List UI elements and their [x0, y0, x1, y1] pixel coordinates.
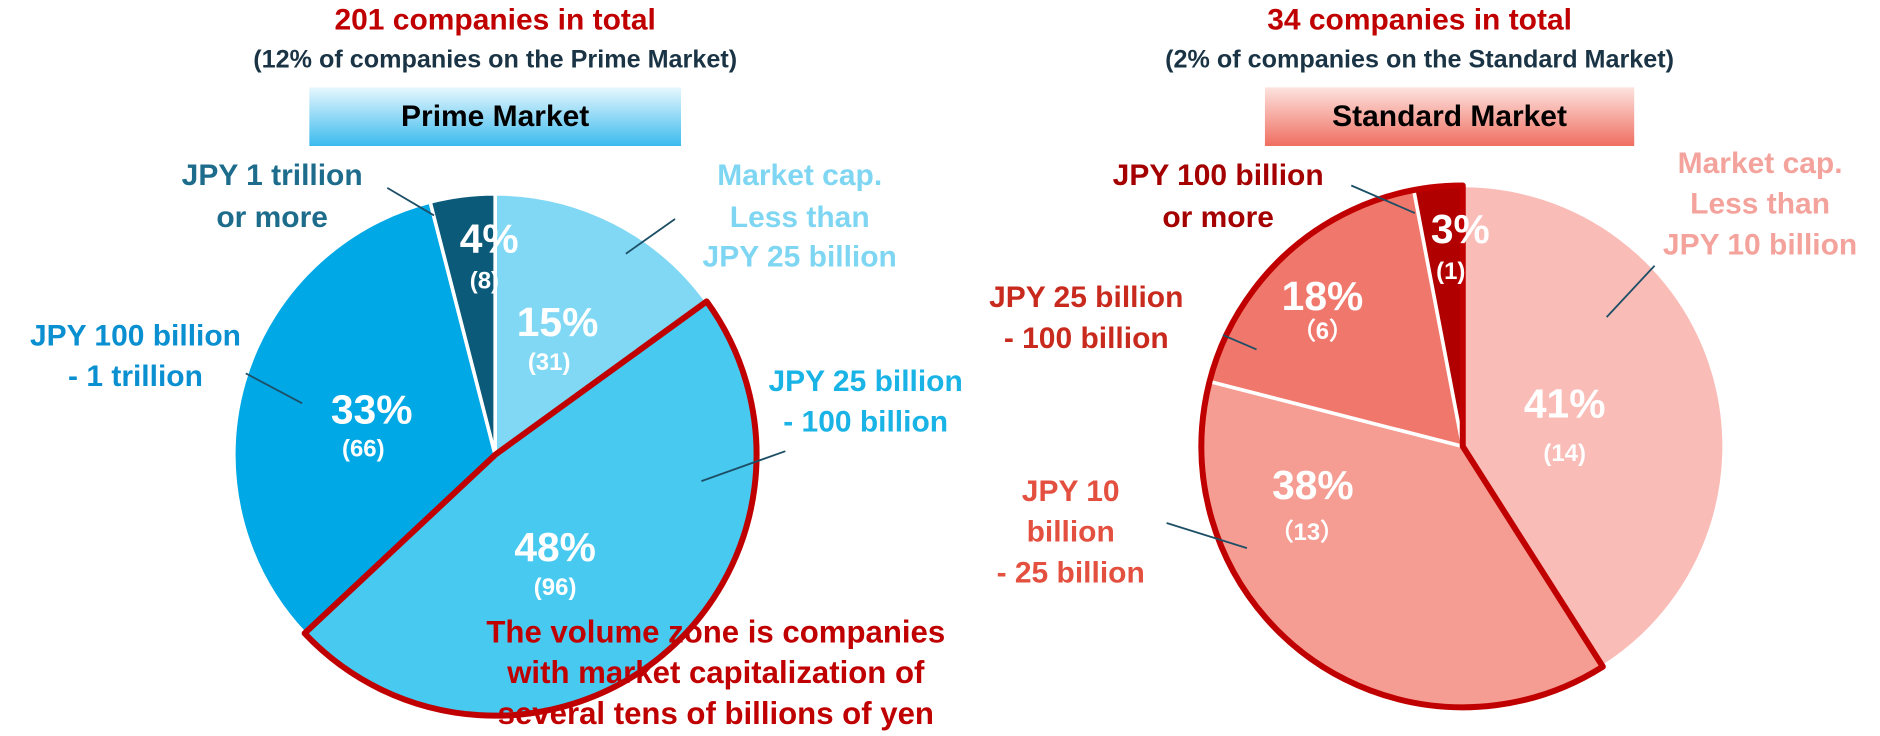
value-label: 48% [514, 524, 596, 570]
pie-slice [493, 192, 710, 459]
annotation: The volume zone is companies [486, 615, 945, 650]
chart-subtitle: (2% of companies on the Standard Market) [1165, 46, 1674, 74]
chart-title: 34 companies in total [1267, 3, 1572, 36]
value-label: 4% [460, 216, 519, 262]
value-label: 18% [1282, 273, 1364, 319]
highlight-outline [1198, 182, 1606, 711]
category-label: - 100 billion [783, 406, 948, 439]
category-label: JPY 1 trillion [182, 159, 363, 192]
category-label: JPY 10 billion [1663, 228, 1857, 261]
count-label: (66) [342, 435, 385, 462]
pie-slice [232, 199, 498, 636]
category-label: billion [1027, 516, 1115, 549]
header-box [309, 87, 682, 147]
header: Prime Market [401, 100, 589, 133]
leader-line [1166, 522, 1248, 549]
chart-title: 201 companies in total [334, 3, 655, 36]
leader-line [701, 450, 786, 482]
count-label: （13） [1270, 519, 1345, 546]
category-label: JPY 25 billion [769, 365, 963, 398]
category-label: or more [216, 201, 328, 234]
value-label: 33% [331, 387, 413, 433]
leader-line [1605, 265, 1656, 318]
leader-line [1222, 334, 1257, 351]
count-label: (8) [470, 268, 499, 295]
leader-line [245, 372, 303, 405]
category-label: Less than [1690, 188, 1830, 221]
category-label: - 100 billion [1004, 322, 1169, 355]
category-label: - 25 billion [997, 556, 1145, 589]
leader-line [625, 218, 676, 255]
value-label: 41% [1524, 381, 1606, 427]
highlight-outline [301, 298, 760, 719]
count-label: (14) [1543, 440, 1586, 467]
count-label: (31) [528, 349, 571, 376]
header: Standard Market [1332, 100, 1567, 133]
leader-line [1350, 184, 1416, 214]
count-label: （6） [1292, 318, 1353, 345]
category-label: JPY 100 billion [30, 319, 241, 352]
leader-line [386, 187, 435, 217]
category-label: Less than [730, 201, 870, 234]
category-label: JPY 10 [1022, 475, 1120, 508]
annotation: with market capitalization of [506, 655, 925, 690]
annotation: several tens of billions of yen [498, 696, 934, 731]
value-label: 3% [1431, 206, 1490, 252]
count-label: (1) [1436, 258, 1465, 285]
category-label: - 1 trillion [68, 360, 203, 393]
category-label: JPY 100 billion [1113, 159, 1324, 192]
value-label: 15% [517, 299, 599, 345]
pie-slice [427, 192, 497, 456]
category-label: Market cap. [717, 159, 882, 192]
header-box [1264, 87, 1635, 147]
count-label: (96) [534, 574, 577, 601]
value-label: 38% [1272, 462, 1354, 508]
chart-subtitle: (12% of companies on the Prime Market) [253, 46, 737, 74]
category-label: or more [1162, 201, 1274, 234]
category-label: JPY 25 billion [989, 281, 1183, 314]
category-label: JPY 25 billion [703, 240, 897, 273]
category-label: Market cap. [1678, 147, 1843, 180]
